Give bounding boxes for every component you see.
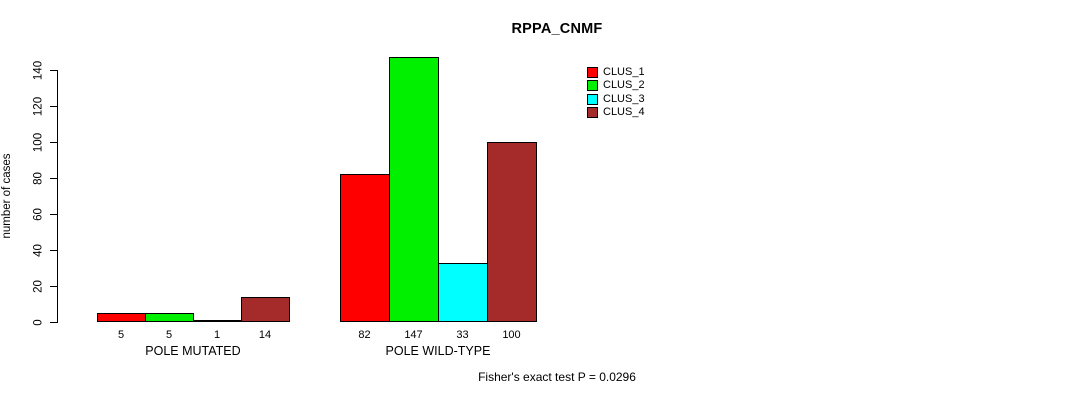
y-axis-label: number of cases <box>1 153 13 239</box>
bar-clus_4 <box>487 142 537 322</box>
bar-value-label: 100 <box>502 329 521 341</box>
y-tick-label: 60 <box>32 207 45 221</box>
legend-swatch-icon <box>587 66 598 78</box>
bar-value-label: 82 <box>358 329 371 341</box>
legend-item: CLUS_2 <box>587 79 645 91</box>
legend-item: CLUS_3 <box>587 93 645 105</box>
y-axis-line <box>57 70 58 323</box>
annotation-text: Fisher's exact test P = 0.0296 <box>478 370 636 384</box>
bar-clus_1 <box>97 313 146 322</box>
x-group-label: POLE WILD-TYPE <box>385 344 491 358</box>
y-tick-label: 0 <box>32 318 45 326</box>
legend-label: CLUS_1 <box>603 66 645 78</box>
y-tick-label: 80 <box>32 171 45 185</box>
bar-value-label: 5 <box>165 329 173 341</box>
legend-label: CLUS_3 <box>603 93 645 105</box>
y-tick <box>50 141 57 143</box>
legend-label: CLUS_4 <box>603 106 645 118</box>
bar-value-label: 5 <box>117 329 125 341</box>
bar-clus_2 <box>145 313 194 322</box>
bar-clus_3 <box>193 320 242 322</box>
bar-value-label: 14 <box>258 329 272 341</box>
bar-clus_3 <box>438 263 488 322</box>
y-tick-label: 140 <box>32 60 45 80</box>
legend-swatch-icon <box>587 93 598 105</box>
legend-swatch-icon <box>587 79 598 91</box>
y-tick-label: 20 <box>32 279 45 293</box>
y-tick <box>50 105 57 107</box>
y-tick-label: 100 <box>32 132 45 152</box>
bar-clus_2 <box>389 57 439 322</box>
x-group-label: POLE MUTATED <box>145 344 241 358</box>
y-tick <box>50 213 57 215</box>
legend-swatch-icon <box>587 106 598 118</box>
y-tick <box>50 249 57 251</box>
y-tick-label: 120 <box>32 96 45 116</box>
y-tick-label: 40 <box>32 243 45 257</box>
y-tick <box>50 285 57 287</box>
legend-item: CLUS_4 <box>587 106 645 118</box>
legend-item: CLUS_1 <box>587 66 645 78</box>
chart-title: RPPA_CNMF <box>511 21 603 37</box>
legend-label: CLUS_2 <box>603 79 645 91</box>
bar-clus_1 <box>340 174 390 322</box>
bar-value-label: 1 <box>213 329 221 341</box>
bar-clus_4 <box>241 297 290 322</box>
y-tick <box>50 69 57 71</box>
y-tick <box>50 321 57 323</box>
y-tick <box>50 177 57 179</box>
bar-value-label: 147 <box>404 329 423 341</box>
bar-value-label: 33 <box>456 329 469 341</box>
